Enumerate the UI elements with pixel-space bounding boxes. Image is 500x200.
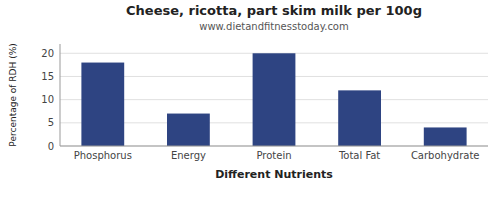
y-tick-label: 15 [41,71,54,82]
chart-container: Cheese, ricotta, part skim milk per 100g… [0,0,500,200]
y-axis-line [60,44,61,146]
y-tick-label: 0 [48,141,54,152]
bar [424,127,467,146]
bars [81,53,466,146]
x-axis-label: Different Nutrients [215,168,333,181]
bar [338,90,381,146]
bar [253,53,296,146]
grid-line [60,146,488,147]
bar [167,114,210,146]
x-tick-label: Phosphorus [74,150,132,161]
y-axis-label: Percentage of RDH (%) [8,43,18,146]
bar [81,63,124,146]
title: Cheese, ricotta, part skim milk per 100g [126,3,422,18]
x-tick-label: Carbohydrate [411,150,480,161]
x-tick-label: Energy [171,150,206,161]
x-axis-line [60,146,488,147]
y-tick-label: 10 [41,94,54,105]
y-tick-labels: 0 5 10 15 20 [41,48,54,152]
x-tick-labels: Phosphorus Energy Protein Total Fat Carbohyd… [74,150,480,161]
x-tick-label: Protein [256,150,291,161]
subtitle: www.dietandfitnesstoday.com [199,21,348,32]
chart-svg: Cheese, ricotta, part skim milk per 100g… [0,0,500,200]
y-tick-label: 5 [48,117,54,128]
grid [60,53,488,146]
y-tick-label: 20 [41,48,54,59]
x-tick-label: Total Fat [338,150,380,161]
